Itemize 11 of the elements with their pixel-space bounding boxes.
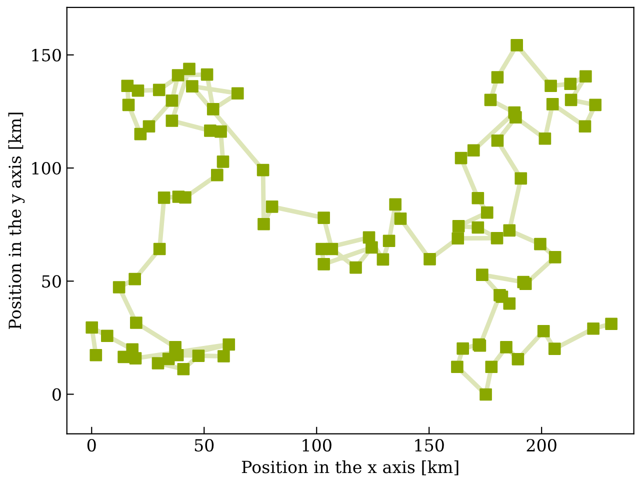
y-tick-label: 150 [32,48,61,62]
x-tick-label: 100 [302,438,332,452]
x-axis-title: Position in the x axis [km] [242,460,458,476]
y-tick-label: 0 [52,388,61,401]
y-axis-title: Position in the y axis [km] [8,112,25,330]
x-tick-label: 50 [194,438,214,452]
x-tick-label: 150 [415,438,444,452]
x-tick-label: 0 [87,438,96,452]
y-tick-label: 50 [42,275,61,288]
y-tick-label: 100 [32,162,61,175]
x-tick-label: 200 [526,438,556,452]
